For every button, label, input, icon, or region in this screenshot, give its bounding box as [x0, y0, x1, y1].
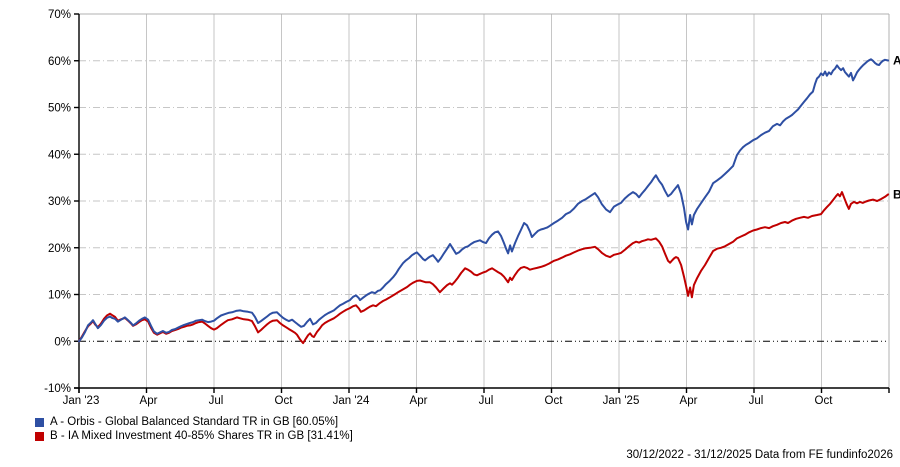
series-b-end-label: B — [893, 187, 900, 201]
series-b-label: B - IA Mixed Investment 40-85% Shares TR… — [50, 430, 353, 442]
y-axis-tick-label: 70% — [48, 9, 71, 21]
legend: A - Orbis - Global Balanced Standard TR … — [35, 415, 353, 443]
series-a-label: A - Orbis - Global Balanced Standard TR … — [50, 416, 339, 428]
series-a-end-label: A — [893, 54, 900, 68]
series-line-a — [78, 58, 890, 343]
x-axis-tick-label: Jul — [749, 395, 764, 407]
x-axis-tick-label: Jan '23 — [63, 395, 100, 407]
y-axis-tick-label: 0% — [54, 336, 71, 348]
y-axis-tick-label: 40% — [48, 149, 71, 161]
x-axis-tick-label: Jan '24 — [333, 395, 370, 407]
x-axis-tick-label: Apr — [140, 395, 158, 407]
y-axis-tick-label: 50% — [48, 103, 71, 115]
series-a-swatch-icon — [35, 417, 44, 427]
x-axis-tick-label: Jul — [209, 395, 224, 407]
axis-layer — [74, 13, 890, 393]
y-axis-tick-label: 10% — [48, 290, 71, 302]
x-axis-tick-label: Apr — [410, 395, 428, 407]
x-axis-tick-label: Jan '25 — [603, 395, 640, 407]
x-axis-tick-label: Oct — [275, 395, 294, 407]
x-axis-tick-label: Oct — [815, 395, 834, 407]
series-b-swatch-icon — [35, 431, 44, 441]
legend-item-a: A - Orbis - Global Balanced Standard TR … — [35, 415, 353, 429]
y-axis-tick-label: 30% — [48, 196, 71, 208]
legend-item-b: B - IA Mixed Investment 40-85% Shares TR… — [35, 429, 353, 443]
x-axis-tick-label: Oct — [545, 395, 564, 407]
x-axis-tick-label: Jul — [479, 395, 494, 407]
y-axis-tick-label: 60% — [48, 56, 71, 68]
date-range-and-source-note: 30/12/2022 - 31/12/2025 Data from FE fun… — [626, 449, 893, 461]
label-layer: -10% 0% 10% 20% 30% 40% 50% 60% 70% Jan '23 Apr Jul… — [44, 9, 900, 407]
series-layer — [78, 58, 890, 345]
series-line-b — [78, 191, 890, 345]
y-axis-tick-label: 20% — [48, 243, 71, 255]
x-axis-tick-label: Apr — [680, 395, 698, 407]
grid-layer — [79, 14, 889, 388]
y-axis-tick-label: -10% — [44, 383, 71, 395]
